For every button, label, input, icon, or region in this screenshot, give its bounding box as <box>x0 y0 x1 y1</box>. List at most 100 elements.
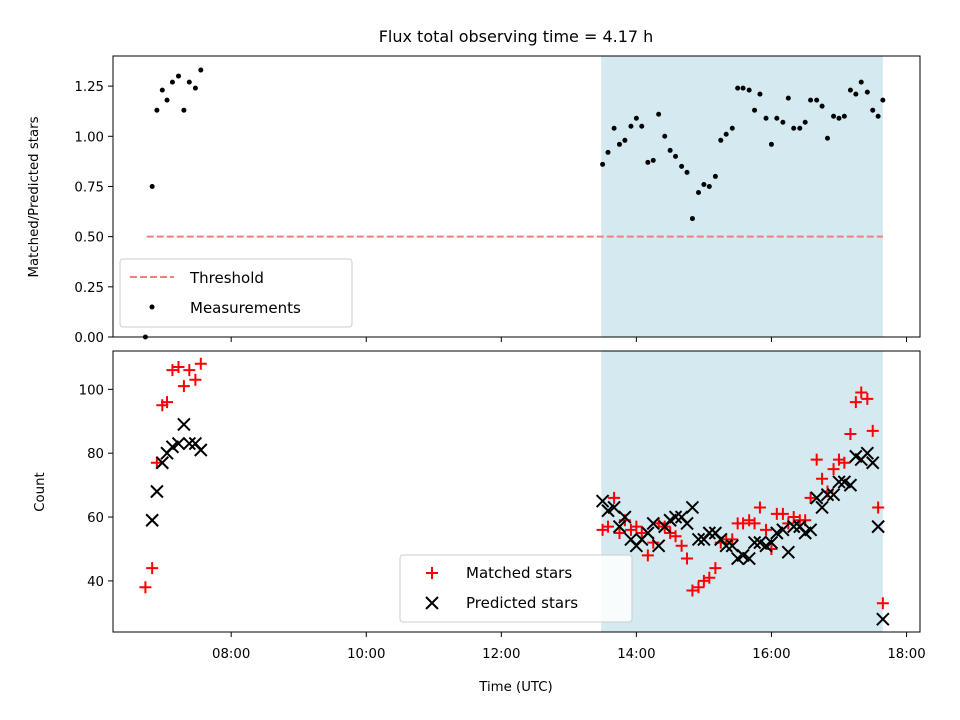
matched-star-point <box>161 396 174 409</box>
matched-star-point <box>189 373 202 386</box>
predicted-star-point <box>171 436 186 451</box>
top-y-tick-label: 0.25 <box>74 281 104 296</box>
legend-matched-swatch <box>426 567 438 579</box>
bottom-legend: Matched stars Predicted stars <box>399 554 633 623</box>
measurement-point <box>831 113 837 119</box>
measurement-point <box>824 135 830 141</box>
measurement-point <box>757 91 763 97</box>
predicted-star-point <box>832 475 846 489</box>
legend-predicted-swatch <box>425 596 439 610</box>
matched-star-point <box>849 396 862 409</box>
matched-star-point <box>844 428 857 441</box>
measurement-point <box>858 79 864 85</box>
measurement-point <box>605 149 611 155</box>
measurement-point <box>176 73 182 79</box>
matched-star-point <box>613 527 626 540</box>
predicted-star-point <box>860 446 875 460</box>
predicted-star-point <box>876 612 890 626</box>
top-y-ticks: 0.00 0.25 0.50 0.75 1.00 1.25 <box>74 80 113 346</box>
top-y-tick-label: 0.00 <box>74 331 104 346</box>
measurement-point <box>689 216 695 222</box>
matched-star-point <box>686 584 699 597</box>
measurement-point <box>880 97 886 103</box>
measurement-point <box>650 157 656 163</box>
top-y-tick-label: 1.00 <box>74 130 104 145</box>
measurement-point <box>740 85 746 91</box>
matched-star-point <box>641 549 654 562</box>
measurement-point <box>875 113 881 119</box>
measurement-point <box>870 107 876 113</box>
predicted-star-point <box>781 545 796 559</box>
measurement-point <box>622 137 628 143</box>
measurement-point <box>616 141 622 147</box>
predicted-star-point <box>871 519 885 534</box>
predicted-star-point <box>820 487 835 502</box>
legend-matched-label: Matched stars <box>466 564 572 582</box>
measurement-point <box>836 115 842 121</box>
matched-star-point <box>635 527 648 540</box>
matched-star-point <box>776 507 789 520</box>
measurement-point <box>780 119 786 125</box>
matched-star-point <box>816 472 829 485</box>
measurement-point <box>611 125 617 131</box>
measurement-point <box>159 87 165 93</box>
bottom-x-tick-label: 12:00 <box>482 647 520 662</box>
measurement-point <box>706 183 712 189</box>
measurement-point <box>639 123 645 129</box>
measurement-point <box>712 173 718 179</box>
predicted-star-point <box>809 491 824 505</box>
matched-star-point <box>855 386 868 399</box>
measurement-point <box>662 133 668 139</box>
matched-star-point <box>630 520 643 533</box>
predicted-star-point <box>607 500 621 515</box>
bottom-shaded-region <box>601 351 883 632</box>
predicted-star-point <box>702 526 717 540</box>
measurement-point <box>628 123 634 129</box>
measurement-point <box>169 79 175 85</box>
top-y-tick-label: 0.50 <box>74 231 104 246</box>
predicted-star-point <box>680 516 694 531</box>
top-y-tick-label: 0.75 <box>74 180 104 195</box>
predicted-star-point <box>803 523 818 537</box>
measurement-point <box>735 85 741 91</box>
measurement-point <box>847 87 853 93</box>
top-legend-box <box>119 258 353 328</box>
measurement-point <box>149 183 155 189</box>
bottom-y-tick-label: 40 <box>87 575 104 590</box>
bottom-y-tick-label: 60 <box>87 511 104 526</box>
measurement-point <box>186 79 192 85</box>
measurement-point <box>656 111 662 117</box>
predicted-star-point <box>815 500 829 515</box>
measurement-point <box>841 113 847 119</box>
bottom-y-tick-label: 100 <box>79 383 104 398</box>
bottom-x-ticks: 08:00 10:00 12:00 14:00 16:00 18:00 <box>212 632 926 662</box>
measurement-point <box>802 119 808 125</box>
measurement-point <box>819 103 825 109</box>
predicted-star-point <box>194 443 208 457</box>
predicted-star-point <box>177 417 191 432</box>
matched-star-point <box>669 530 682 543</box>
top-panel: 0.00 0.25 0.50 0.75 1.00 1.25 Matched/Predict… <box>27 55 921 346</box>
matched-star-point <box>726 533 739 546</box>
matched-star-point <box>681 552 694 565</box>
top-shaded-region <box>601 56 883 337</box>
matched-star-point <box>602 520 615 533</box>
measurement-point <box>667 147 673 153</box>
matched-star-point <box>675 539 688 552</box>
matched-star-point <box>166 364 179 377</box>
measurement-point <box>181 107 187 113</box>
bottom-panel: 40 60 80 100 08:00 10:00 12:00 14:00 16:00 18:00… <box>33 350 926 695</box>
predicted-star-point <box>150 484 164 499</box>
bottom-axes-frame <box>112 350 921 633</box>
bottom-x-tick-label: 08:00 <box>212 647 250 662</box>
matched-star-point <box>804 491 817 504</box>
predicted-star-point <box>776 523 790 537</box>
predicted-star-point <box>747 535 762 550</box>
predicted-star-point <box>787 519 801 534</box>
legend-measurements-swatch <box>149 304 155 310</box>
matched-star-point <box>139 581 152 594</box>
predicted-star-point <box>646 516 660 531</box>
predicted-star-point <box>843 478 858 492</box>
measurement-point <box>723 131 729 137</box>
measurement-point <box>808 97 814 103</box>
